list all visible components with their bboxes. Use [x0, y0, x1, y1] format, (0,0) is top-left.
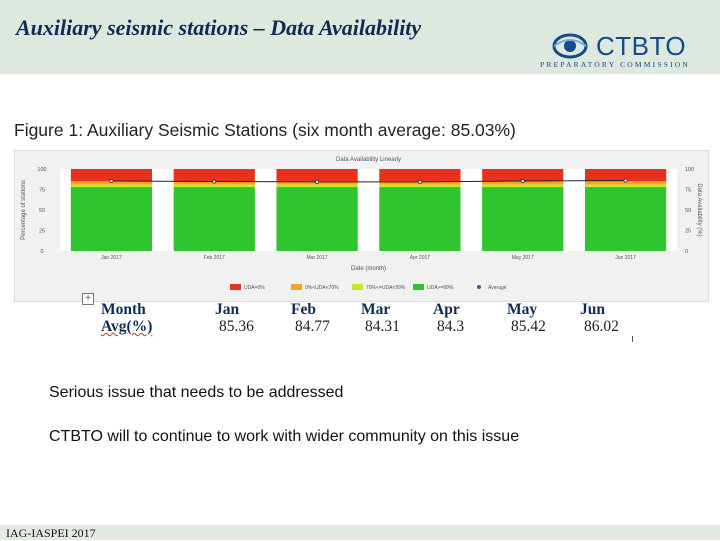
chart-svg: Data Availability Linearly 0 25 50 75 100 0 25 5…	[21, 157, 702, 291]
legend-label-0: UDA=0%	[244, 285, 265, 291]
y-tick-right-1: 25	[685, 229, 691, 235]
ctbto-logo-icon	[552, 33, 588, 59]
x-tick-4: May 2017	[512, 255, 534, 261]
legend-label-2: 70%<=UDA<99%	[366, 285, 406, 291]
bar-5-series-0	[584, 187, 667, 251]
logo-subtitle: PREPARATORY COMMISSION	[540, 60, 691, 69]
bar-1-series-1	[173, 184, 255, 188]
note-serious-issue: Serious issue that needs to be addressed	[49, 384, 344, 401]
x-axis-label: Date (month)	[351, 266, 386, 272]
bar-2-series-0	[276, 187, 358, 251]
bar-5-series-2	[584, 181, 667, 185]
bar-1-series-0	[173, 187, 255, 251]
table-average-3: 84.3	[437, 318, 465, 335]
table-month-1: Feb	[291, 301, 316, 318]
y-axis-label-right: Data Availability (%)	[696, 183, 702, 236]
table-month-3: Apr	[433, 301, 460, 318]
bar-4-series-0	[482, 187, 564, 251]
bar-4-series-3	[482, 169, 564, 182]
bar-2-series-1	[276, 184, 358, 188]
ctbto-logo: CTBTO PREPARATORY COMMISSION	[538, 28, 688, 72]
average-point-2	[315, 179, 320, 184]
bar-0-series-3	[70, 169, 153, 182]
y-tick-0: 0	[40, 249, 43, 255]
x-tick-0: Jan 2017	[101, 255, 122, 261]
bar-4-series-2	[482, 181, 564, 185]
average-point-3	[417, 179, 422, 184]
table-average-0: 85.36	[219, 318, 254, 335]
availability-chart: Data Availability Linearly 0 25 50 75 100 0 25 5…	[14, 150, 709, 302]
slide-footer: IAG-IASPEI 2017	[6, 526, 96, 540]
y-tick-right-3: 75	[685, 188, 691, 194]
bar-3-series-1	[379, 184, 461, 188]
legend-swatch-2	[352, 284, 363, 290]
plot-area	[60, 169, 677, 251]
table-month-4: May	[507, 301, 538, 318]
legend-label-1: 0%<UDA<70%	[305, 285, 339, 291]
bar-0-series-0	[70, 187, 153, 251]
bar-4-series-1	[482, 184, 564, 188]
table-month-2: Mar	[361, 301, 391, 318]
divider-mark	[632, 336, 633, 342]
y-tick-right-0: 0	[685, 249, 688, 255]
y-tick-1: 25	[39, 229, 45, 235]
bar-3-series-0	[379, 187, 461, 251]
bar-5-series-3	[584, 169, 667, 182]
y-tick-4: 100	[37, 167, 46, 173]
bar-2-series-3	[276, 169, 358, 182]
table-average-5: 86.02	[584, 318, 619, 335]
note-continue-work: CTBTO will to continue to work with wide…	[49, 428, 520, 445]
legend-label-3: UDA>=99%	[427, 285, 454, 291]
table-average-4: 85.42	[511, 318, 546, 335]
x-tick-2: Mar 2017	[307, 255, 328, 261]
bar-3-series-3	[379, 169, 461, 182]
table-average-2: 84.31	[365, 318, 400, 335]
table-header-label: Month	[101, 301, 146, 318]
bar-5-series-1	[584, 184, 667, 188]
logo-text: CTBTO	[596, 31, 687, 61]
y-tick-3: 75	[39, 188, 45, 194]
average-point-5	[623, 178, 628, 183]
bar-0-series-1	[70, 184, 153, 188]
average-point-1	[212, 179, 217, 184]
legend-swatch-1	[291, 284, 302, 290]
x-tick-5: Jun 2017	[615, 255, 636, 261]
slide-title: Auxiliary seismic stations – Data Availa…	[16, 15, 422, 40]
table-month-0: Jan	[215, 301, 240, 318]
footer-bar	[0, 525, 720, 540]
legend-swatch-3	[413, 284, 424, 290]
y-tick-right-2: 50	[685, 208, 691, 214]
x-tick-3: Apr 2017	[410, 255, 431, 261]
table-average-1: 84.77	[295, 318, 330, 335]
bar-1-series-3	[173, 169, 255, 182]
chart-title: Data Availability Linearly	[336, 157, 401, 163]
expand-icon[interactable]: +	[82, 293, 94, 305]
x-tick-1: Feb 2017	[204, 255, 225, 261]
table-month-5: Jun	[580, 301, 605, 318]
legend-label-4: Average	[488, 285, 507, 291]
average-point-0	[109, 179, 114, 183]
average-line	[111, 179, 626, 183]
figure-caption: Figure 1: Auxiliary Seismic Stations (si…	[14, 120, 516, 140]
average-point-4	[520, 179, 525, 183]
legend-swatch-4	[477, 285, 481, 289]
slide-header	[0, 0, 720, 74]
y-axis-label: Percentage of stations	[21, 180, 27, 240]
legend-swatch-0	[230, 284, 241, 290]
table-row-label: Avg(%)	[101, 318, 153, 335]
y-tick-2: 50	[39, 208, 45, 214]
y-tick-right-4: 100	[685, 167, 694, 173]
